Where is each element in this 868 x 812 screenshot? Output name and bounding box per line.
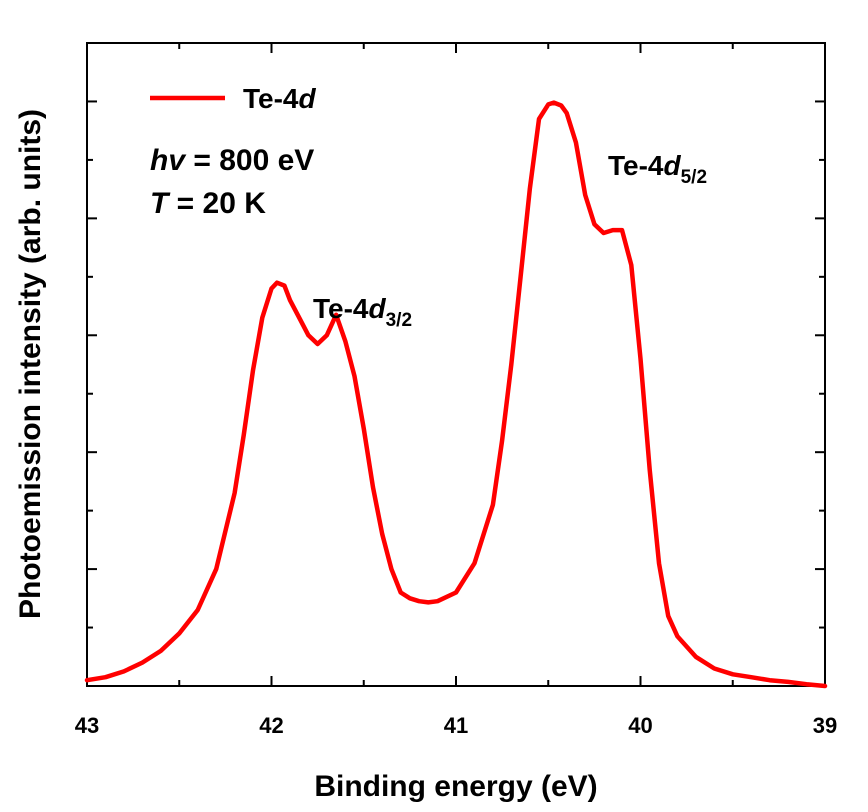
x-tick-label: 42 <box>259 713 283 738</box>
x-tick-label: 39 <box>813 713 837 738</box>
x-tick-labels: 43 42 41 40 39 <box>75 713 837 738</box>
x-tick-label: 40 <box>628 713 652 738</box>
x-axis-title: Binding energy (eV) <box>314 770 597 803</box>
photon-energy-annotation: hv = 800 eV <box>150 144 314 177</box>
x-tick-label: 41 <box>444 713 468 738</box>
axis-ticks <box>86 42 826 687</box>
series-line-te-4d <box>84 100 828 689</box>
legend-label: Te-4d <box>243 83 317 114</box>
temperature-annotation: T = 20 K <box>150 187 266 220</box>
peak-label-5-2: Te-4d5/2 <box>608 150 707 188</box>
y-axis-title: Photoemission intensity (arb. units) <box>14 109 47 619</box>
legend: Te-4d <box>150 83 317 114</box>
x-tick-label: 43 <box>75 713 99 738</box>
peak-label-3-2: Te-4d3/2 <box>313 293 412 331</box>
